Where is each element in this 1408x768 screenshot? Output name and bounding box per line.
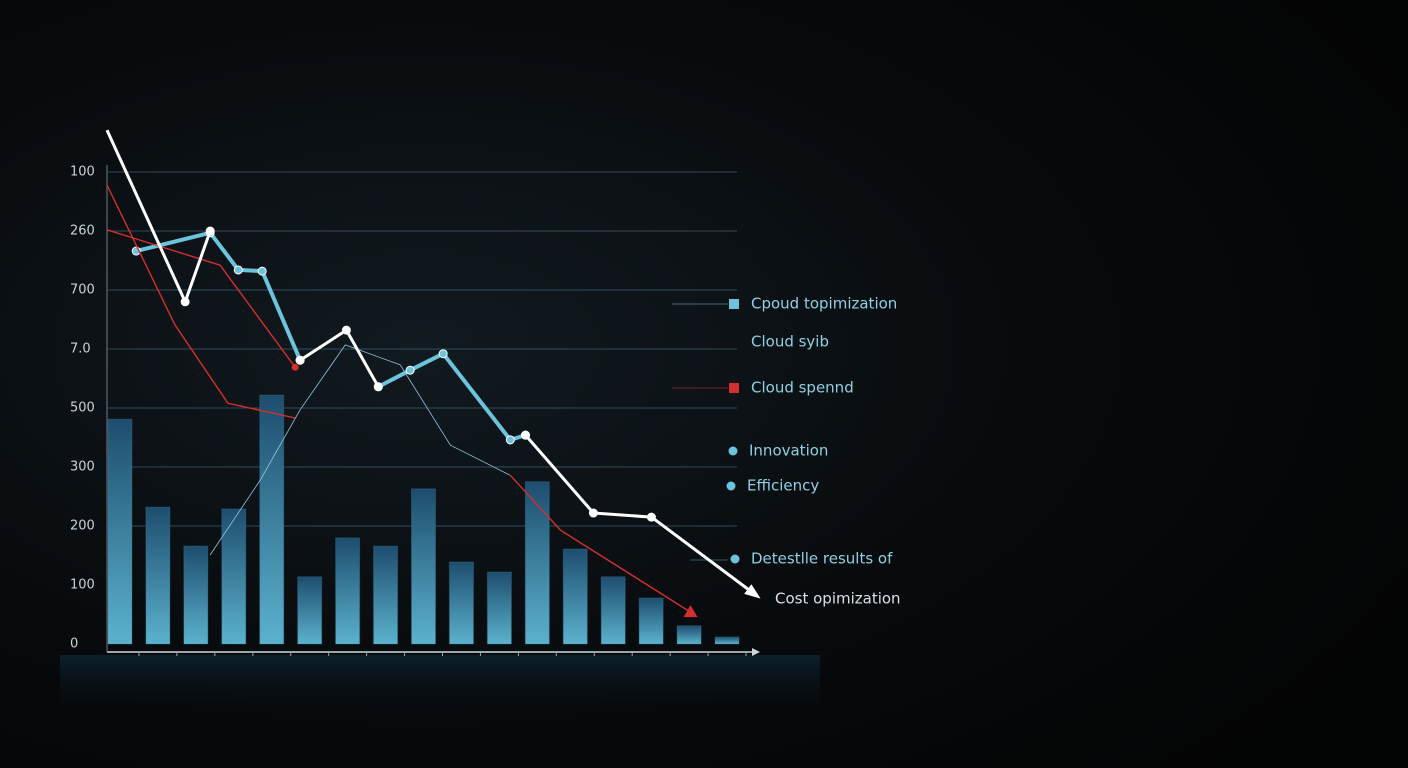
line-point: [180, 297, 190, 307]
x-axis-arrow: [752, 648, 760, 656]
bar: [221, 508, 247, 645]
arrow-head: [744, 584, 761, 599]
bar: [183, 545, 209, 645]
bar: [107, 418, 133, 645]
line-point: [520, 430, 530, 440]
legend-swatch: [729, 383, 739, 393]
bar: [448, 561, 474, 645]
y-tick-label: 100: [70, 165, 95, 180]
bar: [259, 394, 285, 645]
line-point: [505, 435, 515, 445]
legend-swatch: [729, 299, 739, 309]
line-point: [295, 355, 305, 365]
line-point: [405, 365, 415, 375]
line-point: [646, 512, 656, 522]
bar: [297, 576, 323, 645]
line-point: [588, 508, 598, 518]
y-tick-label: 300: [70, 460, 95, 475]
line-point: [438, 349, 448, 359]
arrow-head: [683, 605, 698, 618]
y-tick-label: 700: [70, 283, 95, 298]
series-label: Cost opimization: [775, 590, 901, 608]
line-point: [257, 266, 267, 276]
bar: [600, 576, 626, 645]
bar: [411, 488, 436, 645]
legend-label: Cloud syib: [751, 333, 829, 351]
bar: [562, 548, 588, 645]
line-point: [233, 265, 243, 275]
bar: [373, 545, 399, 645]
legend-label: Cpoud topimization: [751, 295, 897, 313]
y-tick-label: 100: [70, 578, 95, 593]
line-point: [291, 363, 299, 371]
annotation: Efficiency: [747, 477, 819, 495]
y-tick-label: 200: [70, 519, 95, 534]
line-series: [209, 344, 511, 556]
bar: [145, 506, 171, 645]
bar: [335, 537, 361, 645]
floor-glow: [60, 655, 820, 725]
annotation: Detestlle results of: [751, 550, 893, 568]
bar: [638, 597, 664, 645]
line-point: [373, 382, 383, 392]
line-point: [205, 226, 215, 236]
bar: [486, 571, 512, 645]
y-tick-label: 500: [70, 401, 95, 416]
annotation: Innovation: [749, 442, 828, 460]
annotation-dot: [728, 446, 738, 456]
line-point: [341, 325, 351, 335]
annotation-dot: [730, 554, 740, 564]
y-tick-label: 7.0: [70, 342, 91, 357]
line-series: [106, 184, 691, 613]
y-tick-label: 260: [70, 224, 95, 239]
bar: [524, 481, 550, 645]
y-tick-label: 0: [70, 637, 78, 652]
annotation-dot: [726, 481, 736, 491]
bar: [714, 636, 740, 645]
legend-label: Cloud spennd: [751, 379, 854, 397]
bar: [676, 625, 702, 645]
